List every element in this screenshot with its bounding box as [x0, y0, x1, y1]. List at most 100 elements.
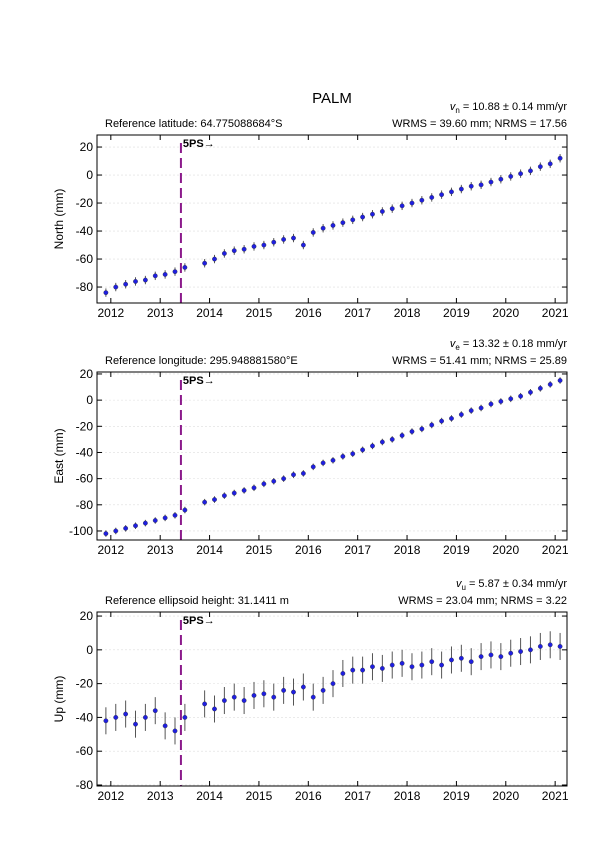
- data-point: [310, 464, 316, 470]
- data-point: [458, 412, 464, 417]
- data-point: [271, 239, 277, 245]
- x-tick-label: 2016: [295, 789, 322, 803]
- data-point: [310, 694, 316, 700]
- reference-label: Reference latitude: 64.775088684°S: [105, 118, 282, 130]
- data-point: [557, 378, 563, 383]
- x-tick-label: 2019: [443, 543, 470, 557]
- data-point: [142, 277, 148, 283]
- data-point: [498, 176, 504, 182]
- data-point: [360, 214, 366, 220]
- data-point: [439, 662, 445, 668]
- data-point: [291, 689, 296, 695]
- data-point: [439, 192, 445, 198]
- stats-label: WRMS = 23.04 mm; NRMS = 3.22: [398, 595, 567, 607]
- x-tick-label: 2021: [542, 543, 569, 557]
- data-point: [518, 171, 523, 177]
- data-point: [281, 237, 287, 242]
- rate-subscript: n: [455, 106, 459, 115]
- data-point: [182, 265, 188, 270]
- y-tick-label: -60: [76, 472, 94, 486]
- data-point: [468, 408, 474, 413]
- data-point: [429, 195, 435, 200]
- x-tick-label: 2013: [147, 789, 174, 803]
- data-point: [330, 457, 336, 463]
- data-point: [528, 389, 533, 395]
- data-point: [498, 399, 504, 404]
- y-axis-label: North (mm): [52, 189, 66, 250]
- y-tick-label: -80: [76, 778, 94, 792]
- data-point: [251, 485, 257, 491]
- y-tick-label: 20: [80, 367, 94, 381]
- data-point: [113, 528, 119, 534]
- y-tick-label: -20: [76, 419, 94, 433]
- data-point: [409, 200, 415, 206]
- data-point: [172, 269, 178, 275]
- data-point: [320, 460, 326, 466]
- rate-label: vn = 10.88 ± 0.14 mm/yr: [450, 101, 567, 115]
- data-point: [241, 698, 247, 703]
- data-point: [172, 728, 178, 734]
- data-point: [133, 721, 138, 727]
- data-point: [123, 711, 129, 717]
- data-point: [103, 718, 109, 724]
- data-point: [221, 493, 227, 499]
- data-point: [488, 652, 494, 658]
- y-tick-label: 0: [86, 168, 93, 182]
- data-point: [449, 416, 454, 421]
- plot-frame: [96, 611, 568, 787]
- data-point: [468, 659, 474, 665]
- data-point: [340, 453, 346, 459]
- plot-frame: [96, 371, 568, 541]
- data-point: [419, 662, 425, 668]
- data-point: [113, 284, 119, 290]
- data-point: [537, 164, 543, 170]
- data-point: [458, 186, 464, 192]
- data-point: [152, 273, 158, 279]
- y-tick-label: -60: [76, 744, 94, 758]
- x-tick-label: 2013: [147, 543, 174, 557]
- data-point: [389, 436, 395, 442]
- data-point: [508, 396, 514, 402]
- x-tick-label: 2018: [394, 789, 421, 803]
- data-point: [221, 251, 227, 256]
- x-tick-label: 2018: [394, 543, 421, 557]
- data-point: [429, 659, 435, 665]
- y-tick-label: -40: [76, 710, 94, 724]
- data-point: [113, 715, 119, 720]
- x-tick-label: 2015: [246, 306, 273, 320]
- rate-symbol: v: [456, 578, 463, 590]
- data-point: [478, 182, 484, 188]
- data-point: [399, 203, 405, 209]
- data-point: [449, 189, 454, 195]
- data-point: [261, 691, 267, 697]
- rate-label: ve = 13.32 ± 0.18 mm/yr: [450, 338, 567, 352]
- data-point: [478, 654, 484, 659]
- data-point: [162, 723, 168, 729]
- y-tick-label: 0: [86, 393, 93, 407]
- data-point: [300, 242, 306, 248]
- y-tick-label: -80: [76, 280, 94, 294]
- y-axis-label: Up (mm): [52, 676, 66, 723]
- data-point: [261, 481, 267, 487]
- data-point: [537, 385, 543, 391]
- data-point: [429, 422, 435, 428]
- x-tick-label: 2018: [394, 306, 421, 320]
- data-point: [300, 684, 306, 690]
- data-point: [231, 490, 237, 496]
- x-tick-label: 2020: [492, 789, 519, 803]
- data-point: [360, 667, 366, 673]
- data-point: [123, 525, 129, 531]
- event-label: 5PS→: [183, 138, 215, 150]
- data-point: [241, 488, 247, 493]
- data-point: [172, 512, 178, 518]
- data-point: [528, 647, 533, 653]
- y-tick-label: -100: [69, 524, 93, 538]
- data-point: [133, 523, 138, 529]
- data-point: [370, 443, 375, 449]
- stats-label: WRMS = 51.41 mm; NRMS = 25.89: [392, 355, 567, 367]
- x-tick-label: 2017: [344, 543, 371, 557]
- event-label: 5PS→: [183, 375, 215, 387]
- data-point: [221, 698, 227, 703]
- rate-label: vu = 5.87 ± 0.34 mm/yr: [456, 578, 567, 592]
- data-point: [271, 478, 277, 484]
